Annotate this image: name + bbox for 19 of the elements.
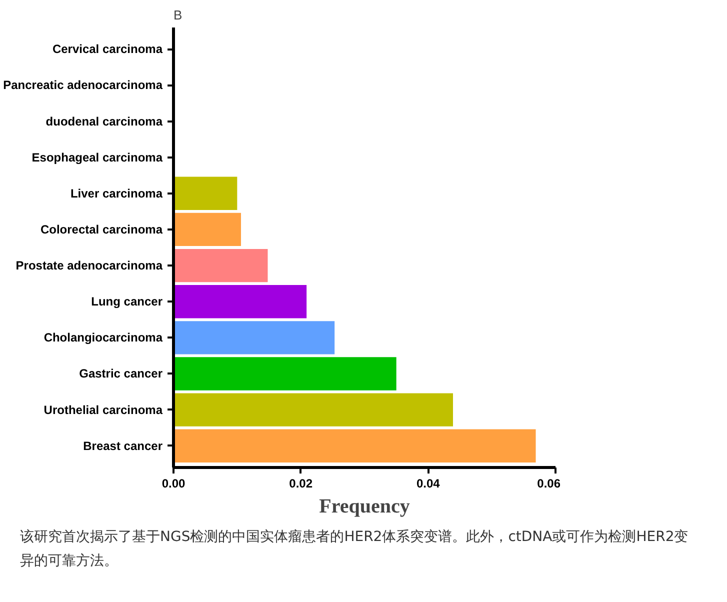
y-tick-label: duodenal carcinoma [46,114,163,128]
x-tick-label: 0.04 [416,476,440,490]
y-tick-label: Cervical carcinoma [52,42,163,56]
x-tick-label: 0.06 [537,476,561,490]
y-tick-label: Cholangiocarcinoma [44,330,163,345]
y-tick-label: Breast cancer [83,438,163,453]
y-tick-label: Esophageal carcinoma [32,150,163,164]
y-tick-label: Prostate adenocarcinoma [16,258,163,273]
y-tick-label: Liver carcinoma [70,186,163,200]
y-tick-label: Pancreatic adenocarcinoma [3,78,163,92]
y-tick-label: Lung cancer [91,294,163,309]
y-tick-label: Gastric cancer [79,366,163,381]
y-tick-label: Colorectal carcinoma [40,222,163,236]
text: 该研究首次揭示了基于NGS检测的中国实体瘤患者的HER2体系突变谱。此外，ctDNA或可作为检测HER2变异的可靠方法。 [20,528,690,571]
y-tick-label: Urothelial carcinoma [44,402,163,417]
x-tick-label: 0.02 [289,476,313,490]
x-tick-label: 0.00 [162,476,186,490]
chart-title: B [174,8,182,22]
x-axis-title: Frequency [319,496,410,518]
